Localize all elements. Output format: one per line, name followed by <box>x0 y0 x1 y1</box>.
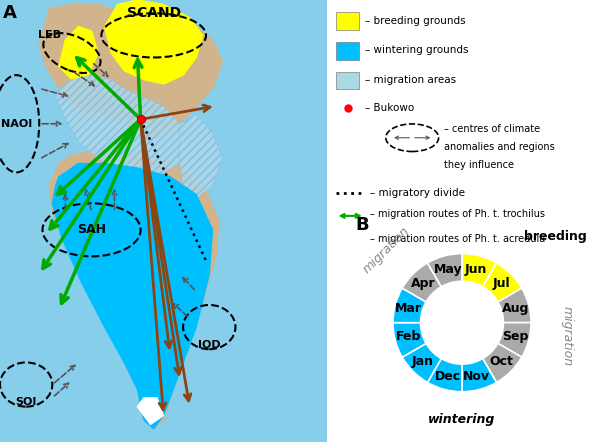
Text: SAH: SAH <box>77 223 106 236</box>
Polygon shape <box>59 27 98 80</box>
Text: A: A <box>3 4 17 23</box>
Wedge shape <box>462 358 497 392</box>
Text: Jun: Jun <box>465 263 487 276</box>
Text: Dec: Dec <box>434 370 461 382</box>
Wedge shape <box>427 358 462 392</box>
Text: anomalies and regions: anomalies and regions <box>444 142 554 152</box>
Text: May: May <box>433 263 462 276</box>
Text: – migration routes of Ph. t. acredula: – migration routes of Ph. t. acredula <box>370 234 545 244</box>
Polygon shape <box>180 115 223 199</box>
Text: migration: migration <box>360 224 412 276</box>
Wedge shape <box>498 323 531 357</box>
Bar <box>335 72 359 89</box>
Text: Nov: Nov <box>463 370 490 382</box>
Text: Jan: Jan <box>412 355 434 368</box>
Bar <box>335 42 359 60</box>
Text: IOD: IOD <box>198 340 221 350</box>
Text: Oct: Oct <box>489 355 513 368</box>
Text: – breeding grounds: – breeding grounds <box>365 15 466 26</box>
Text: Sep: Sep <box>502 331 529 343</box>
Text: SOI: SOI <box>16 397 37 407</box>
Polygon shape <box>104 0 203 84</box>
Text: Mar: Mar <box>395 302 422 315</box>
Text: – migratory divide: – migratory divide <box>370 188 465 198</box>
Polygon shape <box>56 75 190 177</box>
Text: wintering: wintering <box>428 413 496 426</box>
Text: Jul: Jul <box>492 277 510 290</box>
Text: SCAND: SCAND <box>127 6 181 20</box>
Wedge shape <box>393 288 426 323</box>
Wedge shape <box>427 254 462 287</box>
Wedge shape <box>402 263 441 302</box>
Text: – Bukowo: – Bukowo <box>365 103 414 113</box>
Text: – wintering grounds: – wintering grounds <box>365 46 468 55</box>
Text: LEB: LEB <box>38 30 61 40</box>
Wedge shape <box>483 343 522 382</box>
Wedge shape <box>498 288 531 323</box>
Wedge shape <box>393 323 426 357</box>
Text: – migration routes of Ph. t. trochilus: – migration routes of Ph. t. trochilus <box>370 209 545 219</box>
Wedge shape <box>402 343 441 382</box>
Text: breeding: breeding <box>524 230 587 243</box>
Text: Feb: Feb <box>396 331 421 343</box>
Wedge shape <box>483 263 522 302</box>
Polygon shape <box>137 398 163 424</box>
Text: Aug: Aug <box>502 302 529 315</box>
Polygon shape <box>39 4 223 141</box>
Text: Apr: Apr <box>410 277 435 290</box>
Text: they influence: they influence <box>444 160 514 170</box>
Text: B: B <box>355 216 368 234</box>
Wedge shape <box>462 254 497 287</box>
Text: NAOI: NAOI <box>1 119 32 129</box>
Bar <box>335 12 359 30</box>
Polygon shape <box>52 164 212 429</box>
Text: – migration areas: – migration areas <box>365 75 456 85</box>
Polygon shape <box>49 150 219 429</box>
Text: migration: migration <box>560 306 574 366</box>
Text: – centres of climate: – centres of climate <box>444 123 540 133</box>
